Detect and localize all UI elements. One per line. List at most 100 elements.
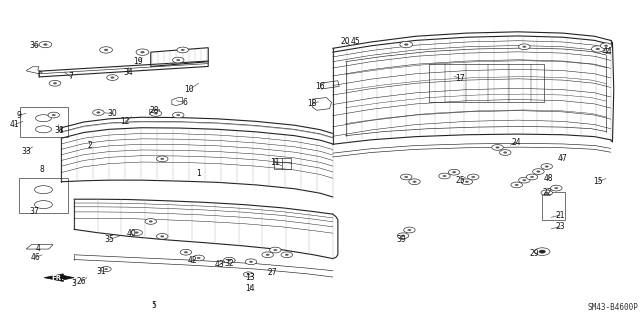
Text: 40: 40 [127, 229, 136, 238]
Circle shape [141, 51, 145, 53]
Text: 28: 28 [149, 106, 159, 115]
Text: 46: 46 [31, 253, 41, 262]
Circle shape [273, 249, 277, 251]
Circle shape [596, 48, 600, 50]
Text: 2: 2 [88, 141, 92, 150]
Text: 22: 22 [543, 188, 552, 197]
Circle shape [439, 173, 451, 179]
Text: 43: 43 [214, 260, 224, 270]
Text: 23: 23 [556, 222, 565, 231]
Circle shape [250, 261, 253, 263]
Circle shape [541, 164, 552, 169]
Circle shape [285, 254, 289, 256]
Circle shape [401, 174, 412, 180]
Circle shape [107, 75, 118, 80]
Circle shape [181, 49, 184, 51]
Circle shape [135, 232, 138, 234]
Circle shape [400, 41, 413, 48]
Circle shape [177, 59, 180, 61]
Circle shape [177, 47, 188, 53]
Circle shape [518, 44, 530, 50]
Circle shape [404, 227, 415, 233]
Text: 16: 16 [315, 82, 325, 91]
Text: 17: 17 [456, 74, 465, 83]
Circle shape [518, 177, 530, 183]
Circle shape [496, 146, 499, 148]
Text: 44: 44 [602, 47, 612, 56]
Circle shape [145, 219, 157, 224]
Circle shape [100, 47, 113, 53]
Text: 19: 19 [133, 56, 143, 65]
Circle shape [104, 268, 108, 270]
Text: 29: 29 [529, 249, 539, 258]
Circle shape [131, 230, 143, 235]
Circle shape [511, 182, 522, 188]
Text: 38: 38 [54, 126, 64, 135]
Text: 3: 3 [72, 279, 77, 288]
Text: 15: 15 [593, 177, 603, 186]
Text: 9: 9 [16, 111, 21, 120]
Circle shape [193, 255, 204, 261]
Bar [429, 64, 543, 102]
Text: 45: 45 [350, 38, 360, 47]
Text: 24: 24 [512, 137, 522, 146]
Text: 37: 37 [29, 207, 39, 216]
Circle shape [173, 57, 184, 63]
Circle shape [269, 247, 281, 253]
Circle shape [49, 80, 61, 86]
Text: FR.: FR. [52, 275, 65, 281]
Text: 31: 31 [97, 267, 106, 276]
Circle shape [604, 45, 608, 47]
Circle shape [52, 114, 56, 116]
Circle shape [452, 171, 456, 173]
Text: 42: 42 [188, 256, 197, 265]
Circle shape [523, 46, 526, 48]
Text: 27: 27 [268, 268, 277, 277]
Circle shape [97, 112, 100, 113]
Text: 34: 34 [124, 68, 133, 77]
Text: 7: 7 [68, 72, 74, 81]
Circle shape [499, 150, 511, 155]
Circle shape [245, 259, 257, 265]
Circle shape [541, 190, 552, 196]
Circle shape [472, 176, 475, 178]
Circle shape [228, 259, 231, 261]
Circle shape [177, 114, 180, 116]
Text: 39: 39 [396, 235, 406, 244]
Circle shape [467, 174, 479, 180]
Text: 10: 10 [184, 85, 194, 94]
Circle shape [266, 254, 269, 256]
Circle shape [404, 44, 408, 46]
Circle shape [591, 46, 604, 52]
Circle shape [101, 267, 111, 271]
Circle shape [149, 220, 152, 222]
Text: 18: 18 [308, 100, 317, 108]
Circle shape [550, 185, 562, 191]
Text: 11: 11 [271, 158, 280, 167]
Text: 14: 14 [245, 284, 255, 293]
Circle shape [173, 112, 184, 118]
Circle shape [397, 233, 409, 239]
Text: 13: 13 [245, 272, 255, 281]
Text: 25: 25 [456, 176, 465, 185]
Text: 12: 12 [120, 117, 130, 126]
Circle shape [48, 112, 60, 118]
Circle shape [44, 44, 47, 46]
Text: 8: 8 [40, 165, 45, 174]
Circle shape [161, 235, 164, 237]
Text: 20: 20 [340, 38, 350, 47]
Circle shape [504, 152, 507, 153]
Circle shape [180, 249, 191, 255]
Text: 35: 35 [104, 235, 114, 244]
Circle shape [409, 179, 420, 185]
Circle shape [534, 248, 550, 256]
Circle shape [408, 229, 411, 231]
Circle shape [401, 235, 404, 237]
Circle shape [461, 179, 472, 185]
Circle shape [39, 41, 52, 48]
Text: 6: 6 [182, 98, 187, 107]
Circle shape [154, 113, 157, 114]
Circle shape [157, 156, 168, 162]
Circle shape [243, 272, 253, 277]
Circle shape [281, 252, 292, 258]
